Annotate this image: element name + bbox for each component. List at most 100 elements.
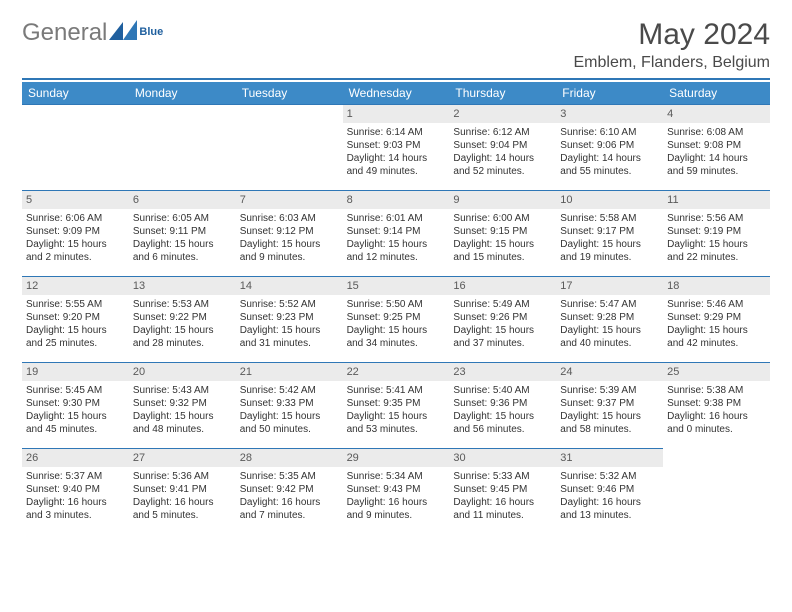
- day-number: 19: [22, 363, 129, 381]
- day-cell: 5 Sunrise: 6:06 AMSunset: 9:09 PMDaylight…: [22, 190, 129, 276]
- dow-header: Wednesday: [343, 82, 450, 104]
- dow-header: Sunday: [22, 82, 129, 104]
- day-cell: 30Sunrise: 5:33 AMSunset: 9:45 PMDayligh…: [449, 448, 556, 534]
- day-details: Sunrise: 5:41 AMSunset: 9:35 PMDaylight:…: [347, 384, 446, 436]
- day-details: Sunrise: 5:53 AMSunset: 9:22 PMDaylight:…: [133, 298, 232, 350]
- day-cell: 20 Sunrise: 5:43 AMSunset: 9:32 PMDayligh…: [129, 362, 236, 448]
- day-number: 2: [449, 105, 556, 123]
- day-number: 9: [449, 191, 556, 209]
- day-cell: 26Sunrise: 5:37 AMSunset: 9:40 PMDayligh…: [22, 448, 129, 534]
- day-cell: 12 Sunrise: 5:55 AMSunset: 9:20 PMDayligh…: [22, 276, 129, 362]
- day-details: Sunrise: 5:36 AMSunset: 9:41 PMDaylight:…: [133, 470, 232, 522]
- day-cell: 21Sunrise: 5:42 AMSunset: 9:33 PMDayligh…: [236, 362, 343, 448]
- day-number: 24: [556, 363, 663, 381]
- day-cell: 2 Sunrise: 6:12 AMSunset: 9:04 PMDaylight…: [449, 104, 556, 190]
- day-number: 13: [129, 277, 236, 295]
- day-details: Sunrise: 5:34 AMSunset: 9:43 PMDaylight:…: [347, 470, 446, 522]
- day-cell: 27 Sunrise: 5:36 AMSunset: 9:41 PMDayligh…: [129, 448, 236, 534]
- header-rule: [22, 78, 770, 80]
- day-details: Sunrise: 5:45 AMSunset: 9:30 PMDaylight:…: [26, 384, 125, 436]
- day-number: 10: [556, 191, 663, 209]
- day-number: 28: [236, 449, 343, 467]
- day-number: 17: [556, 277, 663, 295]
- day-details: Sunrise: 6:00 AMSunset: 9:15 PMDaylight:…: [453, 212, 552, 264]
- day-details: Sunrise: 5:47 AMSunset: 9:28 PMDaylight:…: [560, 298, 659, 350]
- day-details: Sunrise: 5:32 AMSunset: 9:46 PMDaylight:…: [560, 470, 659, 522]
- day-number: 30: [449, 449, 556, 467]
- day-number: 18: [663, 277, 770, 295]
- dow-header: Thursday: [449, 82, 556, 104]
- day-number: 20: [129, 363, 236, 381]
- day-details: Sunrise: 6:03 AMSunset: 9:12 PMDaylight:…: [240, 212, 339, 264]
- day-number: 22: [343, 363, 450, 381]
- day-details: Sunrise: 5:40 AMSunset: 9:36 PMDaylight:…: [453, 384, 552, 436]
- day-details: Sunrise: 5:49 AMSunset: 9:26 PMDaylight:…: [453, 298, 552, 350]
- dow-header: Tuesday: [236, 82, 343, 104]
- day-cell: 10 Sunrise: 5:58 AMSunset: 9:17 PMDayligh…: [556, 190, 663, 276]
- day-cell: 24 Sunrise: 5:39 AMSunset: 9:37 PMDayligh…: [556, 362, 663, 448]
- day-number: 14: [236, 277, 343, 295]
- day-details: Sunrise: 5:58 AMSunset: 9:17 PMDaylight:…: [560, 212, 659, 264]
- day-cell: 18 Sunrise: 5:46 AMSunset: 9:29 PMDayligh…: [663, 276, 770, 362]
- day-cell: 11 Sunrise: 5:56 AMSunset: 9:19 PMDayligh…: [663, 190, 770, 276]
- day-number: 21: [236, 363, 343, 381]
- day-cell: 15 Sunrise: 5:50 AMSunset: 9:25 PMDayligh…: [343, 276, 450, 362]
- day-cell: 29 Sunrise: 5:34 AMSunset: 9:43 PMDayligh…: [343, 448, 450, 534]
- day-number: 4: [663, 105, 770, 123]
- day-details: Sunrise: 5:46 AMSunset: 9:29 PMDaylight:…: [667, 298, 766, 350]
- day-number: 23: [449, 363, 556, 381]
- day-cell: 25 Sunrise: 5:38 AMSunset: 9:38 PMDayligh…: [663, 362, 770, 448]
- day-cell: 1 Sunrise: 6:14 AMSunset: 9:03 PMDaylight…: [343, 104, 450, 190]
- day-number: 12: [22, 277, 129, 295]
- day-cell: 7Sunrise: 6:03 AMSunset: 9:12 PMDaylight…: [236, 190, 343, 276]
- day-number: 6: [129, 191, 236, 209]
- day-details: Sunrise: 5:52 AMSunset: 9:23 PMDaylight:…: [240, 298, 339, 350]
- day-cell: 22 Sunrise: 5:41 AMSunset: 9:35 PMDayligh…: [343, 362, 450, 448]
- day-number: 31: [556, 449, 663, 467]
- day-number: 27: [129, 449, 236, 467]
- empty-cell: [22, 104, 129, 190]
- day-cell: 19 Sunrise: 5:45 AMSunset: 9:30 PMDayligh…: [22, 362, 129, 448]
- calendar-grid: SundayMondayTuesdayWednesdayThursdayFrid…: [22, 82, 770, 534]
- day-details: Sunrise: 6:14 AMSunset: 9:03 PMDaylight:…: [347, 126, 446, 178]
- day-cell: 6 Sunrise: 6:05 AMSunset: 9:11 PMDaylight…: [129, 190, 236, 276]
- empty-cell: [129, 104, 236, 190]
- day-number: 8: [343, 191, 450, 209]
- day-number: 1: [343, 105, 450, 123]
- dow-header: Friday: [556, 82, 663, 104]
- month-title: May 2024: [573, 18, 770, 52]
- title-block: May 2024 Emblem, Flanders, Belgium: [573, 18, 770, 72]
- day-cell: 3 Sunrise: 6:10 AMSunset: 9:06 PMDaylight…: [556, 104, 663, 190]
- day-details: Sunrise: 6:06 AMSunset: 9:09 PMDaylight:…: [26, 212, 125, 264]
- day-number: 5: [22, 191, 129, 209]
- day-cell: 13 Sunrise: 5:53 AMSunset: 9:22 PMDayligh…: [129, 276, 236, 362]
- day-details: Sunrise: 5:37 AMSunset: 9:40 PMDaylight:…: [26, 470, 125, 522]
- day-details: Sunrise: 5:43 AMSunset: 9:32 PMDaylight:…: [133, 384, 232, 436]
- day-cell: 8 Sunrise: 6:01 AMSunset: 9:14 PMDaylight…: [343, 190, 450, 276]
- dow-header: Monday: [129, 82, 236, 104]
- day-number: 16: [449, 277, 556, 295]
- day-details: Sunrise: 5:55 AMSunset: 9:20 PMDaylight:…: [26, 298, 125, 350]
- day-details: Sunrise: 6:10 AMSunset: 9:06 PMDaylight:…: [560, 126, 659, 178]
- empty-cell: [236, 104, 343, 190]
- day-details: Sunrise: 6:08 AMSunset: 9:08 PMDaylight:…: [667, 126, 766, 178]
- day-details: Sunrise: 6:01 AMSunset: 9:14 PMDaylight:…: [347, 212, 446, 264]
- day-details: Sunrise: 5:35 AMSunset: 9:42 PMDaylight:…: [240, 470, 339, 522]
- day-details: Sunrise: 5:39 AMSunset: 9:37 PMDaylight:…: [560, 384, 659, 436]
- day-details: Sunrise: 5:50 AMSunset: 9:25 PMDaylight:…: [347, 298, 446, 350]
- day-cell: 17 Sunrise: 5:47 AMSunset: 9:28 PMDayligh…: [556, 276, 663, 362]
- day-details: Sunrise: 5:38 AMSunset: 9:38 PMDaylight:…: [667, 384, 766, 436]
- header: General Blue May 2024 Emblem, Flanders, …: [22, 18, 770, 72]
- day-cell: 23 Sunrise: 5:40 AMSunset: 9:36 PMDayligh…: [449, 362, 556, 448]
- day-number: 25: [663, 363, 770, 381]
- day-cell: 4 Sunrise: 6:08 AMSunset: 9:08 PMDaylight…: [663, 104, 770, 190]
- day-details: Sunrise: 6:05 AMSunset: 9:11 PMDaylight:…: [133, 212, 232, 264]
- logo-text-2: Blue: [139, 28, 163, 38]
- day-details: Sunrise: 6:12 AMSunset: 9:04 PMDaylight:…: [453, 126, 552, 178]
- day-number: 15: [343, 277, 450, 295]
- day-number: 11: [663, 191, 770, 209]
- day-details: Sunrise: 5:56 AMSunset: 9:19 PMDaylight:…: [667, 212, 766, 264]
- day-number: 29: [343, 449, 450, 467]
- day-number: 3: [556, 105, 663, 123]
- day-cell: 28 Sunrise: 5:35 AMSunset: 9:42 PMDayligh…: [236, 448, 343, 534]
